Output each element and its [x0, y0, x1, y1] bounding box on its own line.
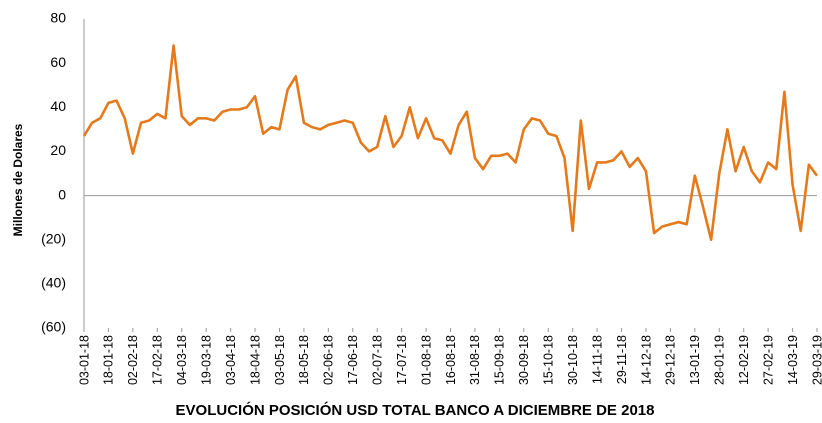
x-tick-label: 14-12-18: [639, 335, 653, 385]
x-tick-label: 18-05-18: [297, 335, 311, 385]
x-tick-label: 14-03-19: [786, 335, 800, 385]
x-tick-label: 18-01-18: [102, 335, 116, 385]
x-tick-label: 19-03-18: [199, 335, 213, 385]
x-tick-label: 02-06-18: [322, 335, 336, 385]
x-tick-label: 29-11-18: [615, 335, 629, 384]
x-tick-label: 16-08-18: [444, 335, 458, 385]
x-tick-label: 12-02-19: [737, 335, 751, 385]
x-tick-label: 02-02-18: [126, 335, 140, 385]
x-tick-label: 31-08-18: [468, 335, 482, 385]
x-tick-label: 03-05-18: [273, 335, 287, 385]
chart-title: EVOLUCIÓN POSICIÓN USD TOTAL BANCO A DIC…: [176, 401, 655, 419]
x-tick-label: 29-03-19: [810, 335, 822, 385]
x-tick-label: 01-08-18: [419, 335, 433, 385]
line-series: [82, 44, 819, 242]
y-tick-label: 60: [50, 54, 66, 70]
x-tick-label: 17-06-18: [346, 335, 360, 385]
x-tick-label: 17-02-18: [151, 335, 165, 385]
y-tick-label: 0: [58, 186, 66, 202]
x-tick-label: 30-10-18: [566, 335, 580, 385]
x-tick-label: 18-04-18: [248, 335, 262, 385]
y-axis-label: Millones de Dolares: [11, 123, 25, 236]
x-tick-label: 29-12-18: [664, 335, 678, 385]
y-tick-label: (60): [41, 319, 66, 335]
x-tick-label: 15-09-18: [493, 335, 507, 385]
x-tick-label: 28-01-19: [713, 335, 727, 385]
y-tick-label: 80: [50, 10, 66, 26]
x-tick-label: 14-11-18: [590, 335, 604, 384]
x-tick-label: 27-02-19: [761, 335, 775, 385]
x-tick-label: 13-01-19: [688, 335, 702, 385]
y-tick-label: 40: [50, 98, 66, 114]
x-tick-label: 17-07-18: [395, 335, 409, 385]
x-tick-label: 04-03-18: [175, 335, 189, 385]
x-tick-label: 30-09-18: [517, 335, 531, 385]
x-tick-label: 03-04-18: [224, 335, 238, 385]
x-tick-label: 15-10-18: [542, 335, 556, 385]
y-tick-label: (40): [41, 275, 66, 291]
y-tick-label: 20: [50, 142, 66, 158]
x-tick-label: 03-01-18: [77, 335, 91, 385]
y-tick-label: (20): [41, 230, 66, 246]
x-tick-label: 02-07-18: [370, 335, 384, 385]
